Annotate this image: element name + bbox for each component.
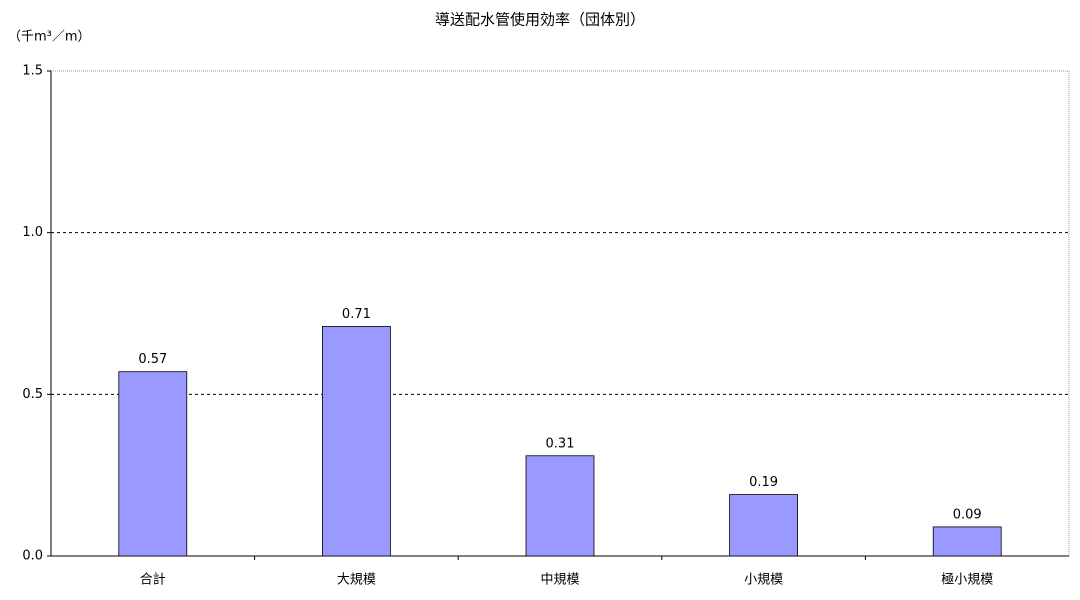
bar xyxy=(118,371,188,557)
data-label: 0.19 xyxy=(749,475,778,490)
data-label: 0.71 xyxy=(342,307,371,322)
bar xyxy=(525,455,595,557)
y-tick-label: 1.5 xyxy=(22,64,43,79)
x-tick-label: 合計 xyxy=(140,572,166,588)
bar xyxy=(932,526,1002,557)
chart-title: 導送配水管使用効率（団体別） xyxy=(435,11,645,29)
x-tick-label: 極小規模 xyxy=(941,572,993,588)
data-label: 0.09 xyxy=(953,507,982,522)
y-tick-label: 0.5 xyxy=(22,387,43,402)
bar xyxy=(729,494,798,557)
x-tick-label: 大規模 xyxy=(337,573,376,588)
x-tick-label: 中規模 xyxy=(540,573,579,588)
y-axis-label: （千m³／m） xyxy=(8,30,91,45)
data-label: 0.31 xyxy=(546,436,575,451)
x-tick-label: 小規模 xyxy=(744,573,783,588)
y-tick-label: 1.0 xyxy=(22,225,43,240)
bar xyxy=(321,326,391,557)
y-tick-label: 0.0 xyxy=(22,549,43,564)
data-label: 0.57 xyxy=(138,352,167,367)
